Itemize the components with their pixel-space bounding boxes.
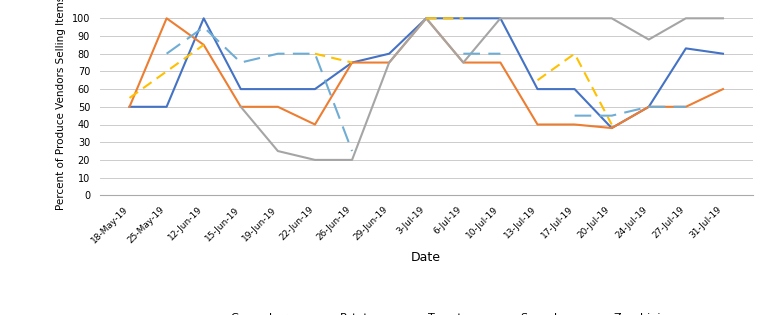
Cucumber bbox=[570, 87, 579, 91]
Tomato bbox=[496, 16, 505, 20]
Potato bbox=[607, 126, 616, 130]
Tomato bbox=[570, 16, 579, 20]
Squash bbox=[162, 70, 171, 73]
Zucchini bbox=[644, 105, 654, 109]
Squash bbox=[570, 52, 579, 55]
Tomato bbox=[310, 158, 319, 162]
Zucchini bbox=[273, 52, 283, 55]
Cucumber bbox=[125, 105, 134, 109]
Cucumber bbox=[422, 16, 431, 20]
Tomato bbox=[273, 149, 283, 153]
Squash bbox=[310, 52, 319, 55]
Line: Squash: Squash bbox=[130, 18, 723, 124]
Squash bbox=[422, 16, 431, 20]
Tomato bbox=[237, 105, 246, 109]
Potato bbox=[681, 105, 690, 109]
Tomato bbox=[458, 61, 468, 65]
Potato bbox=[533, 123, 542, 126]
Potato bbox=[273, 105, 283, 109]
Zucchini bbox=[681, 105, 690, 109]
Cucumber bbox=[385, 52, 394, 55]
Line: Zucchini: Zucchini bbox=[167, 27, 686, 151]
Squash bbox=[458, 16, 468, 20]
Tomato bbox=[422, 16, 431, 20]
Cucumber bbox=[273, 87, 283, 91]
Potato bbox=[125, 105, 134, 109]
Cucumber bbox=[199, 16, 208, 20]
Squash bbox=[607, 123, 616, 126]
Cucumber bbox=[310, 87, 319, 91]
Potato bbox=[570, 123, 579, 126]
Potato bbox=[422, 16, 431, 20]
Squash bbox=[199, 43, 208, 47]
Y-axis label: Percent of Produce Vendors Selling Items: Percent of Produce Vendors Selling Items bbox=[56, 0, 66, 209]
X-axis label: Date: Date bbox=[411, 251, 442, 264]
Cucumber bbox=[162, 105, 171, 109]
Cucumber bbox=[607, 126, 616, 130]
Potato bbox=[347, 61, 356, 65]
Tomato bbox=[533, 16, 542, 20]
Tomato bbox=[681, 16, 690, 20]
Potato bbox=[199, 43, 208, 47]
Tomato bbox=[718, 16, 727, 20]
Squash bbox=[125, 96, 134, 100]
Squash bbox=[533, 78, 542, 82]
Zucchini bbox=[199, 25, 208, 29]
Potato bbox=[458, 61, 468, 65]
Zucchini bbox=[310, 52, 319, 55]
Cucumber bbox=[237, 87, 246, 91]
Tomato bbox=[607, 16, 616, 20]
Cucumber bbox=[718, 52, 727, 55]
Tomato bbox=[347, 158, 356, 162]
Zucchini bbox=[347, 149, 356, 153]
Potato bbox=[310, 123, 319, 126]
Zucchini bbox=[458, 52, 468, 55]
Tomato bbox=[385, 61, 394, 65]
Tomato bbox=[644, 38, 654, 42]
Zucchini bbox=[496, 52, 505, 55]
Cucumber bbox=[496, 16, 505, 20]
Cucumber bbox=[644, 105, 654, 109]
Zucchini bbox=[607, 114, 616, 117]
Cucumber bbox=[347, 61, 356, 65]
Potato bbox=[718, 87, 727, 91]
Cucumber bbox=[681, 47, 690, 50]
Legend: Cucumber, Potato, Tomato, Squash, Zucchini: Cucumber, Potato, Tomato, Squash, Zucchi… bbox=[187, 309, 666, 315]
Potato bbox=[237, 105, 246, 109]
Line: Tomato: Tomato bbox=[241, 18, 723, 160]
Squash bbox=[347, 61, 356, 65]
Potato bbox=[162, 16, 171, 20]
Line: Cucumber: Cucumber bbox=[130, 18, 723, 128]
Zucchini bbox=[237, 61, 246, 65]
Zucchini bbox=[162, 52, 171, 55]
Potato bbox=[385, 61, 394, 65]
Squash bbox=[718, 16, 727, 20]
Potato bbox=[644, 105, 654, 109]
Cucumber bbox=[533, 87, 542, 91]
Potato bbox=[496, 61, 505, 65]
Line: Potato: Potato bbox=[130, 18, 723, 128]
Cucumber bbox=[458, 16, 468, 20]
Zucchini bbox=[570, 114, 579, 117]
